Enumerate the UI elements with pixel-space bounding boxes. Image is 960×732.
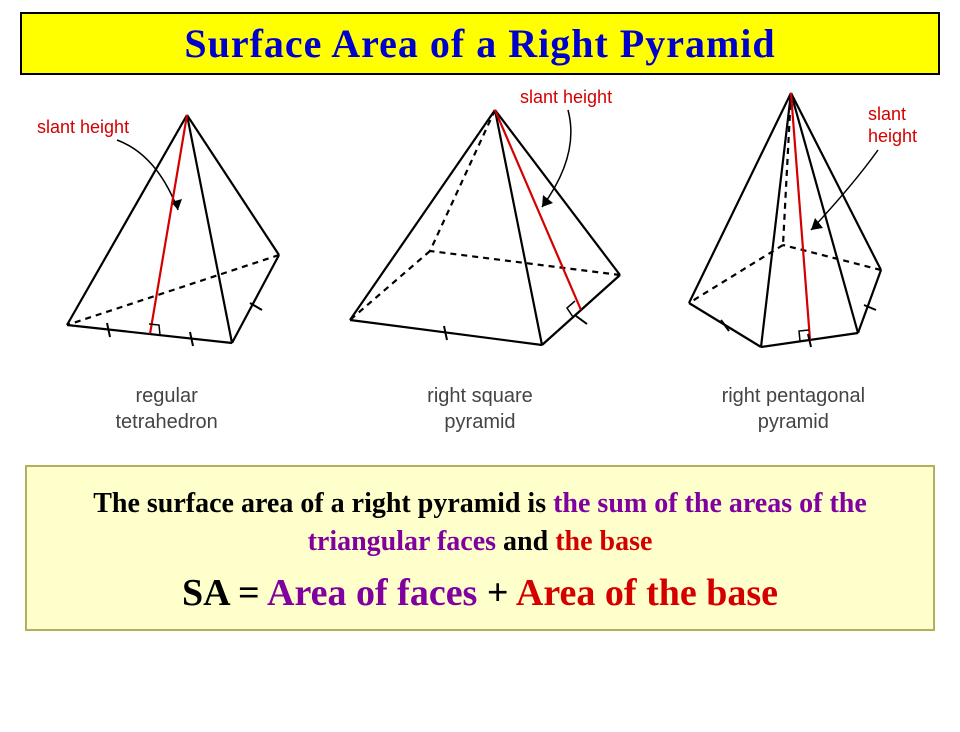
apex-edge bbox=[350, 110, 495, 320]
base-edge bbox=[858, 270, 881, 333]
base-edge bbox=[67, 325, 232, 343]
hidden-apex-edge bbox=[430, 110, 495, 251]
tetrahedron-svg: slant height bbox=[27, 85, 307, 365]
formula-part: = bbox=[238, 572, 267, 614]
square-pyramid-svg: slant height bbox=[320, 85, 640, 365]
callout-label-l2: height bbox=[868, 126, 917, 146]
hidden-apex-edge bbox=[783, 93, 791, 245]
desc-part: The surface area of a right pyramid is bbox=[93, 488, 553, 519]
caption-line: right square bbox=[427, 385, 533, 407]
caption-line: pyramid bbox=[444, 411, 515, 433]
apex-edge bbox=[495, 110, 620, 275]
apex-edge bbox=[761, 93, 791, 347]
desc-part: the base bbox=[555, 526, 652, 557]
formula-text: SA = Area of faces + Area of the base bbox=[37, 571, 923, 615]
formula-part: SA bbox=[182, 572, 238, 614]
slant-height-line bbox=[495, 110, 581, 310]
apex-edge bbox=[689, 93, 791, 303]
base-edge bbox=[232, 255, 279, 343]
desc-part: and bbox=[503, 526, 555, 557]
title-bar: Surface Area of a Right Pyramid bbox=[20, 12, 940, 75]
arrowhead bbox=[542, 195, 553, 207]
page-title: Surface Area of a Right Pyramid bbox=[184, 21, 775, 66]
apex-edge bbox=[495, 110, 542, 345]
caption-tetrahedron: regular tetrahedron bbox=[116, 383, 218, 435]
formula-part: Area of the base bbox=[516, 572, 778, 614]
formula-part: Area of faces bbox=[267, 572, 487, 614]
diagram-pentagonal-pyramid: slant height bbox=[653, 85, 933, 435]
caption-line: right pentagonal bbox=[722, 385, 865, 407]
callout-arrow bbox=[811, 150, 878, 230]
caption-line: pyramid bbox=[758, 411, 829, 433]
formula-part: + bbox=[487, 572, 516, 614]
hidden-edge bbox=[783, 245, 881, 270]
callout-label: slant height bbox=[520, 87, 612, 107]
callout-label: slant height bbox=[37, 117, 129, 137]
caption-square: right square pyramid bbox=[427, 383, 533, 435]
description-text: The surface area of a right pyramid is t… bbox=[37, 485, 923, 561]
callout-label-l1: slant bbox=[868, 104, 906, 124]
pentagonal-pyramid-svg: slant height bbox=[653, 85, 933, 365]
diagram-square-pyramid: slant height right square pyram bbox=[320, 85, 640, 435]
formula-box: The surface area of a right pyramid is t… bbox=[25, 465, 935, 631]
caption-line: regular bbox=[136, 385, 198, 407]
tick bbox=[576, 316, 587, 324]
diagrams-row: slant height regular tetrahedron bbox=[0, 85, 960, 435]
caption-line: tetrahedron bbox=[116, 411, 218, 433]
callout-arrow bbox=[117, 140, 178, 210]
diagram-tetrahedron: slant height regular tetrahedron bbox=[27, 85, 307, 435]
caption-pentagonal: right pentagonal pyramid bbox=[722, 383, 865, 435]
